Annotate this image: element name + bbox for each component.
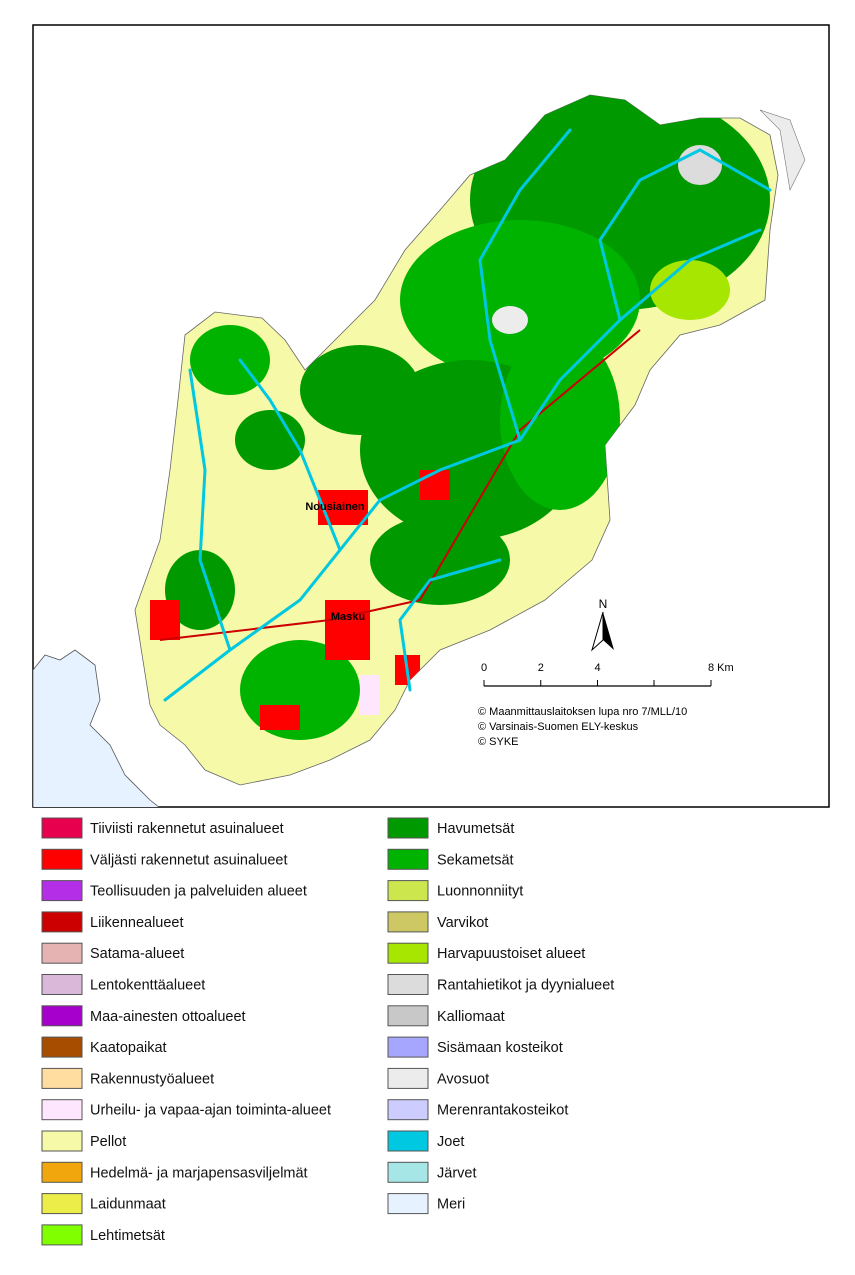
legend-label: Rantahietikot ja dyynialueet bbox=[437, 978, 614, 994]
legend-swatch bbox=[387, 1130, 429, 1152]
legend-label: Luonnonniityt bbox=[437, 884, 523, 900]
legend-swatch bbox=[387, 1099, 429, 1121]
legend-swatch bbox=[41, 1193, 83, 1215]
legend-swatch bbox=[41, 1005, 83, 1027]
legend-label: Satama-alueet bbox=[90, 946, 184, 962]
place-label: Masku bbox=[331, 611, 365, 623]
credit: © Maanmittauslaitoksen lupa nro 7/MLL/10 bbox=[478, 706, 687, 718]
legend-swatch bbox=[387, 1005, 429, 1027]
legend-swatch bbox=[41, 1224, 83, 1246]
legend-swatch bbox=[387, 848, 429, 870]
legend-swatch bbox=[41, 911, 83, 933]
scale-bar: 0 2 4 8 Km bbox=[481, 662, 734, 687]
legend-swatch bbox=[41, 1099, 83, 1121]
legend-label: Hedelmä- ja marjapensasviljelmät bbox=[90, 1165, 308, 1181]
legend-label: Laidunmaat bbox=[90, 1197, 166, 1213]
legend-swatch bbox=[387, 1161, 429, 1183]
legend-label: Joet bbox=[437, 1134, 464, 1150]
legend-label: Liikennealueet bbox=[90, 915, 184, 931]
legend-swatch bbox=[41, 817, 83, 839]
legend-swatch bbox=[387, 880, 429, 902]
legend-label: Kalliomaat bbox=[437, 1009, 505, 1025]
scale-label: 0 bbox=[481, 662, 487, 674]
credit: © Varsinais-Suomen ELY-keskus bbox=[478, 721, 639, 733]
legend-label: Lehtimetsät bbox=[90, 1228, 165, 1244]
legend-swatch bbox=[41, 1161, 83, 1183]
legend-label: Sekametsät bbox=[437, 852, 514, 868]
legend-label: Tiiviisti rakennetut asuinalueet bbox=[90, 821, 284, 837]
legend-label: Teollisuuden ja palveluiden alueet bbox=[90, 884, 307, 900]
legend-label: Kaatopaikat bbox=[90, 1040, 167, 1056]
sea bbox=[33, 109, 806, 807]
scale-label: 8 Km bbox=[708, 662, 734, 674]
legend-swatch bbox=[41, 1067, 83, 1089]
legend-label: Merenrantakosteikot bbox=[437, 1103, 568, 1119]
legend-label: Havumetsät bbox=[437, 821, 514, 837]
legend-label: Sisämaan kosteikot bbox=[437, 1040, 563, 1056]
legend-label: Avosuot bbox=[437, 1071, 489, 1087]
scale-label: 4 bbox=[594, 662, 600, 674]
scale-label: 2 bbox=[538, 662, 544, 674]
legend-label: Lentokenttäalueet bbox=[90, 978, 205, 994]
legend-swatch bbox=[387, 1067, 429, 1089]
north-arrow bbox=[603, 612, 614, 650]
legend-label: Järvet bbox=[437, 1165, 477, 1181]
legend-swatch bbox=[387, 817, 429, 839]
legend-label: Harvapuustoiset alueet bbox=[437, 946, 585, 962]
legend-label: Maa-ainesten ottoalueet bbox=[90, 1009, 246, 1025]
legend-label: Rakennustyöalueet bbox=[90, 1071, 214, 1087]
place-label: Nousiainen bbox=[305, 501, 365, 513]
legend-swatch bbox=[41, 1036, 83, 1058]
legend-swatch bbox=[41, 974, 83, 995]
legend-swatch bbox=[387, 911, 429, 933]
legend-swatch bbox=[387, 942, 429, 964]
legend: Tiiviisti rakennetut asuinalueet Väljästi… bbox=[41, 817, 614, 1246]
legend-swatch bbox=[41, 880, 83, 902]
legend-swatch bbox=[41, 1130, 83, 1152]
credit: © SYKE bbox=[478, 736, 519, 748]
legend-swatch bbox=[387, 1036, 429, 1058]
north-arrow-label: N bbox=[599, 597, 608, 611]
land-cover bbox=[134, 94, 779, 786]
legend-swatch bbox=[41, 942, 83, 964]
legend-label: Meri bbox=[437, 1197, 465, 1213]
rivers bbox=[163, 128, 772, 702]
legend-label: Pellot bbox=[90, 1134, 126, 1150]
legend-label: Urheilu- ja vapaa-ajan toiminta-alueet bbox=[90, 1103, 331, 1119]
legend-label: Väljästi rakennetut asuinalueet bbox=[90, 852, 288, 868]
legend-swatch bbox=[41, 848, 83, 870]
legend-label: Varvikot bbox=[437, 915, 488, 931]
legend-swatch bbox=[387, 1193, 429, 1215]
legend-swatch bbox=[387, 974, 429, 995]
